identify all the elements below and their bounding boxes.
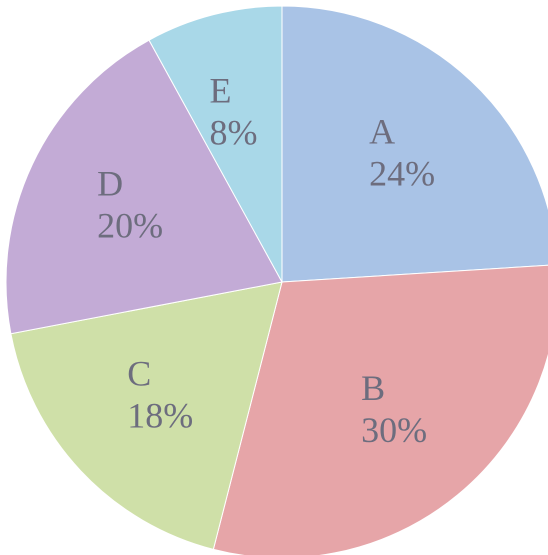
slice-label: E — [209, 71, 231, 111]
slice-label: D — [97, 163, 123, 203]
slice-value-label: 30% — [361, 410, 427, 450]
slice-value-label: 8% — [209, 113, 257, 153]
slice-value-label: 20% — [97, 205, 163, 245]
pie-slice — [148, 5, 283, 283]
pie-slice — [281, 5, 548, 283]
pie-slice — [10, 281, 283, 550]
slice-value-label: 24% — [369, 154, 435, 194]
pie-slice — [5, 39, 283, 335]
slice-label: A — [369, 112, 395, 152]
slice-value-label: 18% — [127, 395, 193, 435]
slice-label: C — [127, 353, 151, 393]
pie-slice — [212, 264, 548, 555]
slice-label: B — [361, 368, 385, 408]
